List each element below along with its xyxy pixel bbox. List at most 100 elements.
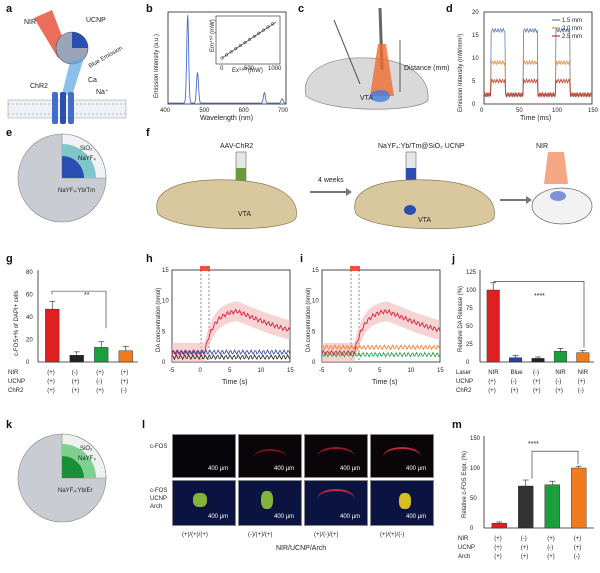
ytick: 5	[162, 329, 166, 335]
xtick: 5	[378, 368, 382, 374]
panel-j: j 0 25 50 75 100 125 **** Relative DA Release…	[451, 253, 594, 394]
xtick: 15	[437, 368, 444, 374]
ytick: 40	[26, 315, 33, 321]
condition-row-label: ChR2	[8, 388, 24, 394]
ytick: 0	[470, 526, 474, 532]
inset-point	[220, 56, 224, 60]
panel-label-c: c	[298, 3, 304, 15]
ytick: 10	[162, 299, 169, 305]
j-ytick-labels: 0 25 50 75 100 125	[466, 270, 477, 366]
vta-region	[370, 90, 390, 102]
bar	[509, 357, 523, 363]
condition-cell: (+)	[533, 388, 541, 394]
m-ytick-labels: 0 50 100 150	[470, 436, 481, 532]
l-image-merge-1	[172, 480, 236, 526]
l-image-merge-3	[304, 480, 368, 526]
distance-label: Distance (mm)	[404, 65, 450, 72]
e-sio2-label: SiO₂	[80, 146, 93, 152]
panel-c: c VTA Distance (mm)	[298, 3, 450, 110]
mouse-body	[531, 187, 593, 225]
bar	[45, 308, 60, 363]
xtick: 15	[287, 368, 294, 374]
condition-cell: (-)	[547, 545, 553, 551]
panel-label-d: d	[446, 3, 453, 15]
panel-b: b 0 500 1000 Em⁴⁵⁰ (mW) Ex⁹⁸⁰ (mW) 400 500 6…	[146, 3, 289, 122]
condition-cell: (+)	[121, 370, 129, 376]
b-xtick: 600	[239, 108, 250, 114]
inset-xtick: 0	[220, 66, 224, 72]
d-xtick: 100	[552, 108, 563, 114]
nir-light-cone	[370, 44, 394, 96]
ytick: 0	[312, 360, 316, 366]
m-sig-bracket	[531, 450, 579, 479]
condition-cell: (+)	[47, 379, 55, 385]
condition-cell: (-)	[521, 536, 527, 542]
condition-row-label: ChR2	[456, 388, 472, 394]
d-x-axis-label: Time (ms)	[520, 115, 551, 122]
condition-cell: (+)	[121, 379, 129, 385]
d-series-line	[483, 77, 593, 98]
m-y-axis-label: Relative c-FOS Expr. (%)	[462, 451, 468, 518]
condition-cell: (+)	[533, 379, 541, 385]
condition-row-label: Laser	[456, 370, 471, 376]
condition-row-label: UCNP	[458, 545, 475, 551]
k-core-layer	[62, 456, 84, 478]
inset-point	[225, 53, 229, 57]
condition-cell: (+)	[72, 379, 80, 385]
j-y-axis-label: Relative DA Release (%)	[458, 286, 464, 352]
inset-point	[261, 28, 265, 32]
h-stim-bar	[200, 266, 210, 271]
panel-g: g 0 20 40 60 80 ** c-FOS+% of DAPI+ cells NI…	[6, 253, 138, 394]
panel-f: f AAV-ChR2 VTA 4 weeks NaYF₄:Yb/Tm@SiO₂ …	[146, 127, 593, 230]
panel-label-m: m	[452, 419, 462, 431]
ytick: 15	[162, 268, 169, 274]
nir-label: NIR	[24, 19, 36, 26]
panel-label-a: a	[6, 3, 13, 15]
h-y-axis-label: DA concentration (nmol)	[156, 288, 162, 352]
plot-frame-i	[321, 269, 441, 363]
inset-point	[238, 44, 242, 48]
h-black-line	[171, 353, 291, 361]
emission-spectrum-line	[168, 15, 286, 104]
l-scale-8: 400 µm	[406, 514, 427, 520]
xtick: 5	[228, 368, 232, 374]
k-nayf4-label: NaYF₄	[78, 456, 96, 462]
panel-label-h: h	[146, 253, 153, 265]
chr2-label: ChR2	[30, 83, 48, 90]
condition-cell: (+)	[488, 388, 496, 394]
ytick: 125	[466, 270, 477, 276]
condition-cell: (+)	[547, 554, 555, 560]
inset-x-label: Ex⁹⁸⁰ (mW)	[232, 67, 263, 74]
panel-label-i: i	[300, 253, 303, 265]
l-scale-1: 400 µm	[208, 466, 229, 472]
core-layer	[62, 156, 84, 178]
h-blue-line	[171, 348, 291, 356]
na-label: Na⁺	[96, 89, 109, 96]
panel-a: a NIR UCNP Blue Emission ChR2 Ca Na⁺	[6, 3, 127, 124]
blue-emission-beam	[62, 58, 84, 96]
d-xtick: 50	[516, 108, 523, 114]
panel-label-f: f	[146, 127, 150, 139]
condition-cell: (-)	[96, 379, 102, 385]
condition-cell: (+)	[47, 370, 55, 376]
i-red-band	[322, 301, 440, 362]
inset-point	[229, 50, 233, 54]
syringe-2-fill	[406, 168, 416, 186]
ytick: 150	[470, 436, 481, 442]
k-core-label: NaYF₄:Yb/Er	[58, 488, 92, 494]
l-cfos-label-top: c-FOS	[150, 444, 167, 450]
condition-cell: (+)	[511, 388, 519, 394]
ytick: 50	[466, 324, 473, 330]
xtick: -5	[169, 368, 175, 374]
d-ytick: 5	[472, 79, 476, 85]
panel-label-j: j	[451, 253, 455, 265]
d-xtick: 150	[588, 108, 599, 114]
d-legend-label: 2.5 mm	[562, 34, 582, 40]
condition-cell: (-)	[555, 379, 561, 385]
panel-label-b: b	[146, 3, 153, 15]
h-red-band	[172, 301, 290, 362]
l-group-3: (+)/(-)/(+)	[314, 532, 338, 538]
